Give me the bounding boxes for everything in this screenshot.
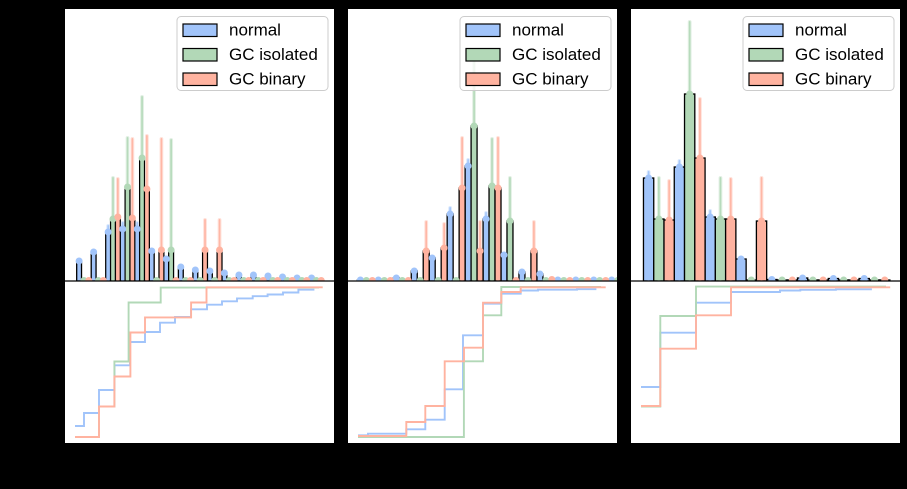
svg-text:GC isolated: GC isolated: [512, 45, 601, 64]
svg-text:normal: normal: [512, 21, 564, 40]
svg-text:normal: normal: [795, 21, 847, 40]
svg-text:GC isolated: GC isolated: [795, 45, 884, 64]
svg-text:normal: normal: [229, 21, 281, 40]
svg-text:GC binary: GC binary: [512, 70, 589, 89]
svg-text:GC isolated: GC isolated: [229, 45, 318, 64]
svg-text:GC binary: GC binary: [795, 70, 872, 89]
svg-text:GC binary: GC binary: [229, 70, 306, 89]
